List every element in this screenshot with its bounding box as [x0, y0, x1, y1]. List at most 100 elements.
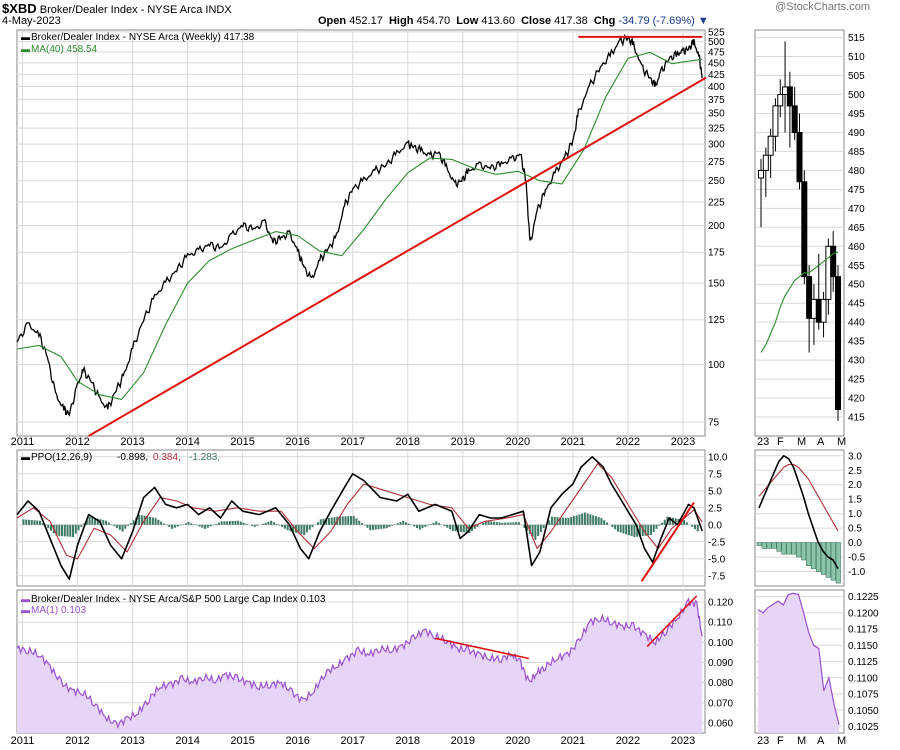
- x-tick-label: 2022: [616, 735, 640, 747]
- ppo-histogram-bar: [570, 517, 573, 525]
- price-panel-title: Broker/Dealer Index - NYSE Arca (Weekly)…: [31, 32, 255, 43]
- y-tick-label: 10.0: [708, 452, 728, 463]
- ppo-histogram-bar: [399, 521, 402, 525]
- y-tick-label: 495: [848, 109, 865, 120]
- ppo-histogram-bar: [121, 524, 124, 532]
- ppo-histogram-bar: [443, 524, 446, 527]
- ppo-histogram-bar: [619, 524, 622, 533]
- ppo-histogram-bar: [220, 521, 223, 525]
- y-tick-label: 0.060: [708, 718, 733, 729]
- month-label: 23: [757, 436, 769, 448]
- ppo-histogram-bar: [250, 524, 253, 526]
- y-tick-label: 425: [708, 70, 725, 81]
- ppo-histogram-bar: [308, 524, 311, 530]
- ppo-histogram-bar: [127, 524, 130, 526]
- ratio-legend-swatch: ▬: [21, 594, 30, 604]
- month-label: M: [837, 436, 846, 448]
- ppo-histogram-bar: [223, 521, 226, 525]
- ppo-histogram-bar: [311, 524, 314, 528]
- ppo-histogram-bar: [696, 524, 699, 532]
- candle-body: [772, 105, 779, 137]
- x-tick-label: 2011: [11, 735, 35, 747]
- month-label: A: [817, 436, 825, 448]
- x-tick-label: 2020: [506, 436, 530, 448]
- ppo-histogram-bar: [605, 522, 608, 525]
- ppo-histogram-bar: [292, 524, 295, 532]
- ppo-histogram-bar: [297, 524, 300, 534]
- y-tick-label: 0.1200: [848, 608, 879, 619]
- ppo-histogram-bar: [493, 521, 496, 525]
- ratio-ma-label: MA(1) 0.103: [31, 605, 86, 616]
- ppo-histogram-bar: [361, 523, 363, 525]
- ppo-histogram-bar: [129, 523, 132, 525]
- ppo-histogram-bar: [234, 520, 237, 525]
- y-tick-label: 0.1025: [848, 722, 879, 733]
- ppo-histogram-bar: [201, 524, 204, 528]
- ppo-histogram-bar: [149, 516, 152, 525]
- y-tick-label: 425: [848, 375, 865, 386]
- high-value: 454.70: [416, 15, 451, 27]
- ppo-histogram-bar: [567, 518, 570, 525]
- ppo-histogram-bar: [561, 517, 564, 525]
- ppo-histogram-bar: [157, 519, 160, 525]
- ppo-histogram-bar: [460, 524, 463, 532]
- y-tick-label: 2.0: [848, 480, 862, 491]
- y-tick-label: 455: [848, 261, 865, 272]
- ppo-histogram-bar: [586, 513, 589, 525]
- y-tick-label: 0.1150: [848, 641, 878, 652]
- ppo-histogram-bar: [369, 524, 372, 531]
- ppo-histogram-bar: [168, 524, 171, 528]
- ticker-symbol: $XBD: [2, 1, 37, 16]
- ppo-histogram-bar: [438, 522, 441, 525]
- y-tick-label: 440: [848, 318, 865, 329]
- y-tick-label: 510: [848, 52, 865, 63]
- ppo-histogram-bar: [539, 524, 542, 533]
- ppo-zoom-histogram-bar: [776, 542, 782, 552]
- ppo-zoom-histogram-bar: [806, 542, 812, 567]
- y-tick-label: 0.1175: [848, 625, 878, 636]
- ppo-histogram-bar: [69, 524, 72, 537]
- ppo-histogram-bar: [154, 518, 157, 525]
- candle-body: [810, 298, 817, 319]
- ppo-histogram-bar: [498, 522, 501, 525]
- ppo-panel-title: PPO(12,26,9): [31, 452, 92, 463]
- ppo-histogram-bar: [272, 522, 275, 525]
- ppo-histogram-bar: [484, 520, 487, 525]
- ppo-histogram-bar: [377, 524, 380, 530]
- ppo-histogram-bar: [116, 524, 119, 528]
- x-tick-label: 2015: [230, 436, 254, 448]
- ppo-histogram-bar: [341, 516, 344, 525]
- ppo-histogram-bar: [407, 523, 410, 525]
- ratio-zoom-area-fill: [758, 593, 839, 733]
- ppo-histogram-bar: [600, 518, 603, 525]
- ppo-histogram-bar: [534, 524, 537, 540]
- candle-body: [820, 298, 827, 323]
- y-tick-label: -0.5: [848, 553, 866, 564]
- y-tick-label: 200: [708, 221, 725, 232]
- y-tick-label: 275: [708, 157, 725, 168]
- ppo-histogram-bar: [432, 522, 435, 525]
- ppo-histogram-bar: [228, 521, 231, 525]
- ppo-histogram-bar: [264, 522, 267, 525]
- y-tick-label: 250: [708, 176, 725, 187]
- ppo-histogram-bar: [176, 524, 179, 527]
- ppo-histogram-bar: [80, 524, 83, 527]
- ppo-histogram-bar: [583, 512, 586, 525]
- y-tick-label: 0.110: [708, 618, 733, 629]
- y-tick-label: 0.1225: [848, 592, 879, 603]
- ppo-histogram-bar: [413, 524, 416, 527]
- ppo-histogram-bar: [217, 522, 220, 525]
- ppo-histogram-bar: [327, 518, 330, 525]
- ppo-histogram-bar: [338, 516, 341, 525]
- month-label: F: [777, 735, 784, 747]
- ppo-histogram-bar: [66, 524, 69, 537]
- ppo-legend-value: -1.283,: [189, 452, 220, 463]
- low-value: 413.60: [481, 15, 515, 27]
- x-tick-label: 2022: [616, 436, 640, 448]
- ppo-histogram-bar: [537, 524, 540, 536]
- ppo-histogram-bar: [594, 516, 597, 525]
- y-tick-label: 0.090: [708, 658, 733, 669]
- y-tick-label: 0.0: [848, 538, 862, 549]
- ppo-histogram-bar: [548, 520, 551, 525]
